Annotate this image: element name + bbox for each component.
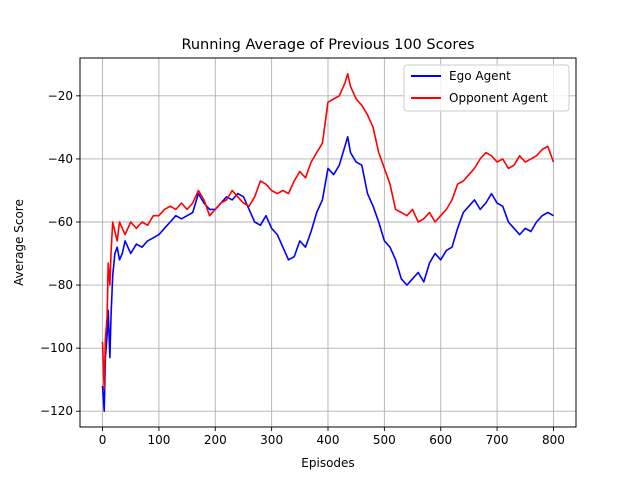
y-tick-label: −20 bbox=[48, 89, 73, 103]
axis-ticks: 0 100 200 300 400 500 600 700 800 −120 −100 −80 −60 −… bbox=[40, 89, 565, 447]
series-lines bbox=[101, 73, 555, 413]
legend-box bbox=[403, 64, 570, 112]
y-tick-label: −40 bbox=[48, 152, 73, 166]
legend-label-ego: Ego Agent bbox=[449, 69, 511, 83]
x-axis-label: Episodes bbox=[301, 456, 354, 470]
x-tick-label: 600 bbox=[429, 433, 452, 447]
y-tick-label: −80 bbox=[48, 278, 73, 292]
y-tick-label: −120 bbox=[40, 404, 73, 418]
x-tick-label: 700 bbox=[486, 433, 509, 447]
y-tick-label: −60 bbox=[48, 215, 73, 229]
x-tick-label: 800 bbox=[542, 433, 565, 447]
x-tick-label: 200 bbox=[204, 433, 227, 447]
y-axis-label: Average Score bbox=[12, 199, 26, 286]
grid-lines bbox=[80, 58, 576, 427]
x-tick-label: 100 bbox=[147, 433, 170, 447]
ego-agent-line bbox=[101, 136, 554, 413]
y-tick-label: −100 bbox=[40, 341, 73, 355]
opponent-agent-line bbox=[101, 73, 555, 391]
chart-title: Running Average of Previous 100 Scores bbox=[181, 37, 474, 53]
x-tick-label: 400 bbox=[317, 433, 340, 447]
legend: Ego Agent Opponent Agent bbox=[403, 64, 570, 112]
x-tick-label: 0 bbox=[99, 433, 107, 447]
x-tick-label: 500 bbox=[373, 433, 396, 447]
legend-label-opponent: Opponent Agent bbox=[449, 91, 548, 105]
x-tick-label: 300 bbox=[260, 433, 283, 447]
